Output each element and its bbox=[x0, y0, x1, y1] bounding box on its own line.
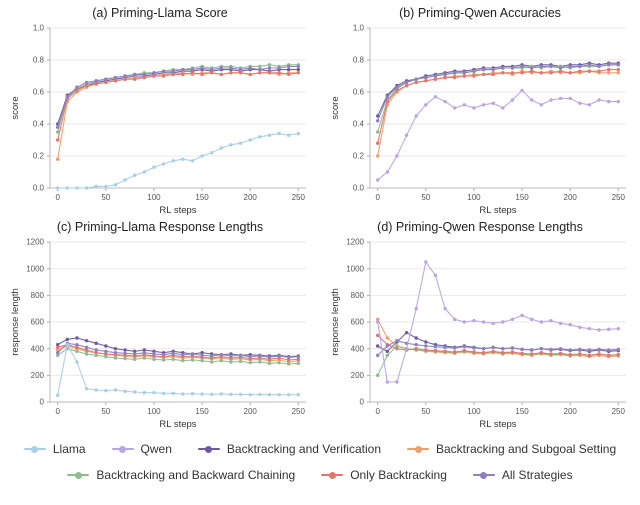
legend-row-1: Llama Qwen Backtracking and Verification… bbox=[0, 436, 640, 462]
svg-text:1000: 1000 bbox=[26, 264, 44, 273]
svg-text:0.2: 0.2 bbox=[33, 152, 45, 161]
svg-text:response length: response length bbox=[330, 288, 341, 356]
svg-text:50: 50 bbox=[101, 407, 110, 416]
svg-text:800: 800 bbox=[31, 291, 45, 300]
svg-text:250: 250 bbox=[292, 407, 306, 416]
svg-text:0.8: 0.8 bbox=[33, 56, 45, 65]
chart-grid: (a) Priming-Llama Score 0.0 0.2 0.4 0.6 0.8 1… bbox=[0, 4, 640, 432]
legend-row-2: Backtracking and Backward Chaining Only … bbox=[0, 462, 640, 488]
svg-text:50: 50 bbox=[421, 193, 430, 202]
legend-item-all-strategies: All Strategies bbox=[472, 468, 573, 482]
legend-label: Backtracking and Verification bbox=[226, 442, 381, 456]
chart-canvas-d: 0 200 400 600 800 1000 1200 0 50 100 150 200 250 RL s… bbox=[330, 238, 626, 430]
legend-qwen-marker-icon bbox=[111, 444, 134, 454]
legend-item-backtracking-backward-chaining: Backtracking and Backward Chaining bbox=[67, 468, 295, 482]
svg-text:0: 0 bbox=[375, 407, 380, 416]
svg-text:response length: response length bbox=[10, 288, 21, 356]
svg-text:0.6: 0.6 bbox=[353, 88, 365, 97]
legend-verification-marker-icon bbox=[197, 444, 220, 454]
chart-canvas-c: 0 200 400 600 800 1000 1200 0 50 100 150 200 250 RL s… bbox=[10, 238, 306, 430]
svg-text:800: 800 bbox=[351, 291, 365, 300]
legend-label: Backtracking and Backward Chaining bbox=[96, 468, 296, 482]
svg-text:0: 0 bbox=[375, 193, 380, 202]
legend-label: Backtracking and Subgoal Setting bbox=[436, 442, 617, 456]
svg-text:200: 200 bbox=[564, 407, 578, 416]
svg-text:0: 0 bbox=[40, 398, 45, 407]
svg-text:200: 200 bbox=[244, 193, 258, 202]
panel-b-title: (b) Priming-Qwen Accuracies bbox=[399, 6, 561, 20]
legend-all-strategies-marker-icon bbox=[472, 470, 495, 480]
legend-item-llama: Llama bbox=[23, 442, 86, 456]
legend-item-only-backtracking: Only Backtracking bbox=[321, 468, 447, 482]
svg-text:200: 200 bbox=[244, 407, 258, 416]
panel-c-title: (c) Priming-Llama Response Lengths bbox=[56, 220, 264, 234]
svg-text:150: 150 bbox=[515, 193, 529, 202]
panel-d-priming-qwen-response-lengths: (d) Priming-Qwen Response Lengths 0 200 40… bbox=[320, 218, 640, 432]
svg-text:0.0: 0.0 bbox=[353, 184, 365, 193]
svg-text:1200: 1200 bbox=[346, 238, 364, 247]
legend-subgoal-marker-icon bbox=[407, 444, 429, 454]
legend-item-backtracking-subgoal-setting: Backtracking and Subgoal Setting bbox=[407, 442, 616, 456]
svg-text:100: 100 bbox=[467, 407, 481, 416]
svg-text:0: 0 bbox=[55, 193, 60, 202]
svg-text:250: 250 bbox=[292, 193, 306, 202]
legend-label: Only Backtracking bbox=[350, 468, 447, 482]
panel-a-title: (a) Priming-Llama Score bbox=[92, 6, 228, 20]
svg-text:600: 600 bbox=[351, 318, 365, 327]
svg-text:50: 50 bbox=[101, 193, 110, 202]
svg-text:200: 200 bbox=[564, 193, 578, 202]
svg-text:150: 150 bbox=[195, 193, 209, 202]
legend-item-backtracking-verification: Backtracking and Verification bbox=[197, 442, 381, 456]
svg-text:RL steps: RL steps bbox=[479, 419, 516, 430]
svg-text:1.0: 1.0 bbox=[33, 24, 45, 33]
svg-text:400: 400 bbox=[351, 344, 365, 353]
svg-text:RL steps: RL steps bbox=[159, 205, 196, 216]
chart-canvas-b: 0.0 0.2 0.4 0.6 0.8 1.0 0 50 100 150 200 250 RL step… bbox=[330, 24, 626, 216]
svg-text:0.8: 0.8 bbox=[353, 56, 365, 65]
legend-only-backtracking-marker-icon bbox=[321, 470, 344, 480]
svg-text:600: 600 bbox=[31, 318, 45, 327]
legend-item-qwen: Qwen bbox=[111, 442, 172, 456]
svg-text:150: 150 bbox=[515, 407, 529, 416]
svg-text:score: score bbox=[10, 96, 21, 119]
svg-text:RL steps: RL steps bbox=[159, 419, 196, 430]
legend-label: Llama bbox=[52, 442, 86, 456]
chart-canvas-a: 0.0 0.2 0.4 0.6 0.8 1.0 0 50 100 150 200 250 RL step… bbox=[10, 24, 306, 216]
panel-b-priming-qwen-accuracies: (b) Priming-Qwen Accuracies 0.0 0.2 0.4 0.6… bbox=[320, 4, 640, 218]
legend-label: All Strategies bbox=[501, 468, 573, 482]
svg-text:0.2: 0.2 bbox=[353, 152, 365, 161]
svg-text:100: 100 bbox=[147, 407, 161, 416]
svg-text:200: 200 bbox=[351, 371, 365, 380]
legend-llama-marker-icon bbox=[23, 444, 46, 454]
svg-text:0: 0 bbox=[55, 407, 60, 416]
svg-text:1.0: 1.0 bbox=[353, 24, 365, 33]
svg-text:0: 0 bbox=[360, 398, 365, 407]
panel-a-priming-llama-score: (a) Priming-Llama Score 0.0 0.2 0.4 0.6 0.8 1… bbox=[0, 4, 320, 218]
svg-text:50: 50 bbox=[421, 407, 430, 416]
svg-text:0.6: 0.6 bbox=[33, 88, 45, 97]
legend-label: Qwen bbox=[140, 442, 172, 456]
legend: Llama Qwen Backtracking and Verification… bbox=[0, 436, 640, 488]
svg-text:200: 200 bbox=[31, 371, 45, 380]
legend-backward-chaining-marker-icon bbox=[67, 470, 90, 480]
svg-text:250: 250 bbox=[612, 407, 626, 416]
svg-text:RL steps: RL steps bbox=[479, 205, 516, 216]
panel-d-title: (d) Priming-Qwen Response Lengths bbox=[377, 220, 583, 234]
svg-text:1000: 1000 bbox=[346, 264, 364, 273]
svg-text:250: 250 bbox=[612, 193, 626, 202]
svg-text:0.0: 0.0 bbox=[33, 184, 45, 193]
panel-c-priming-llama-response-lengths: (c) Priming-Llama Response Lengths 0 200 4… bbox=[0, 218, 320, 432]
svg-text:score: score bbox=[330, 96, 341, 119]
svg-text:100: 100 bbox=[147, 193, 161, 202]
svg-text:1200: 1200 bbox=[26, 238, 44, 247]
svg-text:400: 400 bbox=[31, 344, 45, 353]
svg-text:0.4: 0.4 bbox=[353, 120, 365, 129]
svg-text:100: 100 bbox=[467, 193, 481, 202]
svg-text:150: 150 bbox=[195, 407, 209, 416]
svg-text:0.4: 0.4 bbox=[33, 120, 45, 129]
